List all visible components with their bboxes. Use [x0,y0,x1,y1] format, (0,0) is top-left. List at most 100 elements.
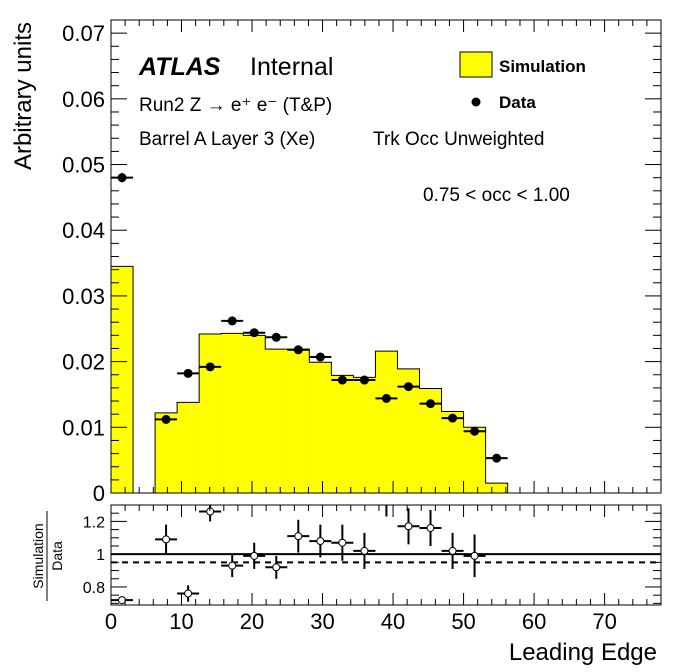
data-point [485,453,508,463]
ratio-point-marker [250,551,259,560]
ratio-point-marker [294,532,303,541]
y-tick-label: 0.06 [62,87,105,112]
data-point-marker [249,328,259,338]
data-point [353,375,376,385]
simulation-bar [419,388,442,493]
ratio-x-axis-ticks: 0 10 20 30 40 50 60 70 [105,505,662,634]
x-tick-label: 70 [592,609,616,634]
ratio-point-marker [228,561,237,570]
simulation-bar [397,368,420,493]
ratio-point-marker [162,535,171,544]
data-point [331,375,354,385]
ratio-point [397,508,420,545]
atlas-label: ATLAS [138,53,221,81]
ratio-point-marker [272,563,281,572]
legend-data-label: Data [499,93,536,112]
ratio-plot-panel: 0.811.2 0 10 20 30 40 50 60 70 Simulation Data … [30,504,662,666]
data-point-marker [425,399,435,409]
ratio-point [331,524,354,561]
data-point [199,362,222,372]
ratio-point [265,555,288,579]
y-axis-label: Arbitrary units [10,22,37,170]
data-point-marker [448,413,458,423]
main-x-axis-ticks [110,20,662,493]
data-point [287,345,310,355]
x-axis-label: Leading Edge [509,639,657,666]
data-point [243,328,266,338]
data-point-marker [293,345,303,355]
ratio-label-numerator: Simulation [30,523,46,588]
ratio-y-axis-label: Simulation Data [30,511,65,601]
ratio-point [243,542,266,569]
data-point-marker [205,362,215,372]
data-point [155,414,178,424]
y-tick-label: 0.05 [62,153,105,178]
ratio-point-marker [426,523,435,532]
ratio-plot-frame [110,504,662,606]
data-point [441,413,464,423]
ratio-label-denominator: Data [49,541,65,571]
process-label: Run2 Z → e⁺ e⁻ (T&P) [139,95,332,116]
ratio-points [111,505,486,605]
data-point [375,393,398,403]
ratio-y-axis-ticks: 0.8 1 1.2 [83,504,661,604]
data-point-marker [315,352,325,362]
ratio-point-marker [184,589,193,598]
data-point-marker [117,173,127,183]
y-tick-label: 0 [93,481,105,506]
data-point [265,332,288,342]
ratio-point-marker [360,546,369,555]
ratio-point [463,534,486,578]
simulation-bar [221,333,244,493]
y-tick-label: 0.03 [62,284,105,309]
x-tick-label: 40 [381,609,405,634]
ratio-point [385,505,388,517]
legend: Simulation Data [459,51,586,112]
ratio-point-marker [316,537,325,546]
data-point-marker [492,453,502,463]
simulation-bar [199,334,222,493]
ratio-point-marker [470,551,479,560]
ratio-point [287,519,310,553]
simulation-histogram [110,265,509,494]
legend-simulation-label: Simulation [499,57,586,76]
simulation-bar [177,402,200,493]
ratio-point [155,524,178,555]
simulation-bar [287,349,310,493]
data-point [309,352,332,362]
data-point [221,316,244,326]
legend-data-marker [471,97,481,107]
y-tick-label: 0.07 [62,21,105,46]
simulation-bar [331,375,354,493]
x-tick-label: 50 [451,609,475,634]
ratio-y-tick-label: 0.8 [83,580,105,597]
internal-label: Internal [250,53,333,81]
ratio-point [441,532,464,569]
ratio-point [177,585,200,602]
simulation-bar [243,335,266,493]
simulation-bar [111,266,134,493]
ratio-point [111,596,134,605]
ratio-y-tick-label: 1 [96,547,105,564]
ratio-point-marker [118,596,126,605]
occupancy-range-label: 0.75 < occ < 1.00 [423,185,570,206]
data-point [463,426,486,436]
simulation-bar [309,362,332,493]
region-label: Barrel A Layer 3 (Xe) [139,129,315,150]
ratio-point-marker [448,546,457,555]
main-plot-panel: 0 0.01 0.02 0.03 0.04 0.05 0.06 0.07 Arbitrary … [10,19,662,506]
simulation-bar [353,377,376,493]
data-point [397,382,420,392]
ratio-point [419,509,442,546]
data-point-marker [381,393,391,403]
y-tick-label: 0.04 [62,218,105,243]
main-y-axis-ticks: 0 0.01 0.02 0.03 0.04 0.05 0.06 0.07 [62,19,661,506]
simulation-bar [463,427,486,493]
data-point-marker [183,368,193,378]
ratio-point [309,524,332,558]
x-tick-label: 60 [522,609,546,634]
main-plot-frame [110,19,662,494]
data-point-marker [403,382,413,392]
ratio-point-marker [404,522,413,531]
